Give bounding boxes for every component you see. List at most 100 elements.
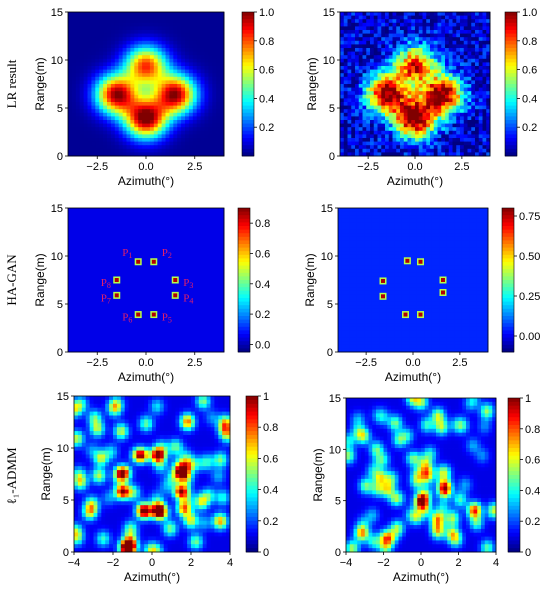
heatmap-image xyxy=(338,208,489,353)
y-tick-label: 15 xyxy=(57,391,69,403)
colorbar-tick-label: 0 xyxy=(263,547,269,559)
x-tick-label: 0 xyxy=(418,557,424,569)
x-tick-label: 0.0 xyxy=(138,161,153,173)
x-tick-label: 4 xyxy=(227,557,233,569)
colorbar-tick-label: 0.6 xyxy=(522,65,537,77)
x-tick-label: −4 xyxy=(68,557,81,569)
point-target-core xyxy=(403,312,408,317)
y-tick-label: 0 xyxy=(63,547,69,559)
x-axis-label: Azimuth(°) xyxy=(385,370,441,384)
point-label: P5 xyxy=(162,312,172,325)
colorbar-tick-label: 0.8 xyxy=(259,36,274,48)
y-tick-label: 15 xyxy=(321,203,333,215)
colorbar-tick-label: 0 xyxy=(525,547,531,559)
colorbar-tick-label: 0.2 xyxy=(259,122,274,134)
y-tick-label: 15 xyxy=(329,393,341,405)
colorbar-tick-label: 0.4 xyxy=(263,485,278,497)
colorbar-tick-label: 0.0 xyxy=(255,339,270,351)
colorbar-tick-label: 0.8 xyxy=(255,218,270,230)
y-axis-label: Range(m) xyxy=(33,253,47,306)
colorbar-tick-label: 0.4 xyxy=(525,485,540,497)
point-label: P2 xyxy=(162,247,172,260)
point-target-core xyxy=(114,278,119,282)
y-axis-label: Range(m) xyxy=(311,448,325,501)
point-target-core xyxy=(381,278,385,283)
colorbar: 0.2 0.4 0.6 0.8 1.0 xyxy=(504,7,537,157)
x-axis-label: Azimuth(°) xyxy=(118,174,174,188)
y-tick-label: 5 xyxy=(57,299,63,311)
panel-1-1: −2.5 0.0 2.5051015Azimuth(°)Range(m)0.000.… xyxy=(303,203,540,384)
y-axis-label: Range(m) xyxy=(33,57,47,110)
colorbar-tick-label: 0.50 xyxy=(519,251,540,263)
x-tick-label: −2 xyxy=(377,557,390,569)
heatmap-image xyxy=(346,398,497,553)
point-label: P3 xyxy=(183,277,193,290)
y-tick-label: 5 xyxy=(329,103,335,115)
colorbar-tick-label: 0.6 xyxy=(263,453,278,465)
x-tick-label: 2.5 xyxy=(187,161,202,173)
x-tick-label: 2.5 xyxy=(452,357,467,369)
x-tick-label: −2 xyxy=(107,557,120,569)
y-tick-label: 10 xyxy=(329,444,341,456)
point-target-core xyxy=(173,293,178,298)
y-axis-label: Range(m) xyxy=(305,57,319,110)
colorbar-tick-label: 0.8 xyxy=(522,36,537,48)
x-tick-label: 2 xyxy=(455,557,461,569)
x-tick-label: 0 xyxy=(149,557,155,569)
point-target-core xyxy=(418,259,423,264)
x-tick-label: −4 xyxy=(340,557,353,569)
heatmap-image xyxy=(340,12,491,157)
panel-1-0: P1 P2 P3 P4 P5 P6 P7 P8 −2.5 0.0 2.5 0 5 10 15 Azimuth(… xyxy=(33,203,270,384)
point-target-core xyxy=(441,278,445,282)
colorbar-tick-label: 0.2 xyxy=(263,516,278,528)
colorbar-tick-label: 0.4 xyxy=(522,93,537,105)
colorbar-tick-label: 0.4 xyxy=(259,93,274,105)
y-tick-label: 5 xyxy=(63,495,69,507)
row-label-hagan: HA-GAN xyxy=(4,254,19,306)
colorbar: 0 0.2 0.4 0.6 0.8 1 xyxy=(245,391,278,559)
y-tick-label: 10 xyxy=(321,251,333,263)
x-tick-label: 0.0 xyxy=(405,357,420,369)
colorbar-tick-label: 0.4 xyxy=(255,279,270,291)
colorbar-tick-label: 1.0 xyxy=(259,7,274,19)
row-label-admm: ℓ₁-ADMM xyxy=(4,447,19,504)
y-tick-label: 0 xyxy=(57,151,63,163)
colorbar-tick-label: 0.8 xyxy=(263,422,278,434)
point-label: P1 xyxy=(122,247,132,260)
y-tick-label: 0 xyxy=(329,151,335,163)
point-target-core xyxy=(441,290,445,295)
point-target-core xyxy=(381,294,385,299)
point-label: P4 xyxy=(183,292,193,305)
x-axis-label: Azimuth(°) xyxy=(118,370,174,384)
row-label-lr: LR result xyxy=(4,59,19,108)
x-tick-label: −2.5 xyxy=(357,161,379,173)
point-target-core xyxy=(151,312,156,317)
colorbar-tick-label: 0.6 xyxy=(259,65,274,77)
y-axis-label: Range(m) xyxy=(39,447,53,500)
x-axis-label: Azimuth(°) xyxy=(393,570,449,584)
x-tick-label: 2.5 xyxy=(187,357,202,369)
y-tick-label: 5 xyxy=(57,103,63,115)
colorbar-tick-label: 1 xyxy=(525,393,531,405)
point-target-core xyxy=(151,259,156,264)
x-tick-label: 2 xyxy=(188,557,194,569)
colorbar-tick-label: 0.2 xyxy=(522,122,537,134)
point-label: P8 xyxy=(101,277,111,290)
colorbar-tick-label: 1 xyxy=(263,391,269,403)
colorbar-tick-label: 1.0 xyxy=(522,7,537,19)
heatmap-image xyxy=(68,12,225,157)
y-tick-label: 0 xyxy=(335,547,341,559)
y-tick-label: 15 xyxy=(51,203,63,215)
y-tick-label: 5 xyxy=(327,299,333,311)
panel-0-0: −2.5 0.0 2.5 0 5 10 15 Azimuth(°) Range(m) 0.2 0.4… xyxy=(33,7,274,188)
colorbar-tick-label: 0.2 xyxy=(255,309,270,321)
x-tick-label: 0.0 xyxy=(138,357,153,369)
point-label: P7 xyxy=(101,292,111,305)
x-tick-label: 2.5 xyxy=(454,161,469,173)
y-tick-label: 15 xyxy=(323,7,335,19)
point-label: P6 xyxy=(122,312,132,325)
x-tick-label: 4 xyxy=(493,557,499,569)
colorbar: 0.00 0.25 0.50 0.75 xyxy=(501,207,540,353)
colorbar-tick-label: 0.2 xyxy=(525,516,540,528)
